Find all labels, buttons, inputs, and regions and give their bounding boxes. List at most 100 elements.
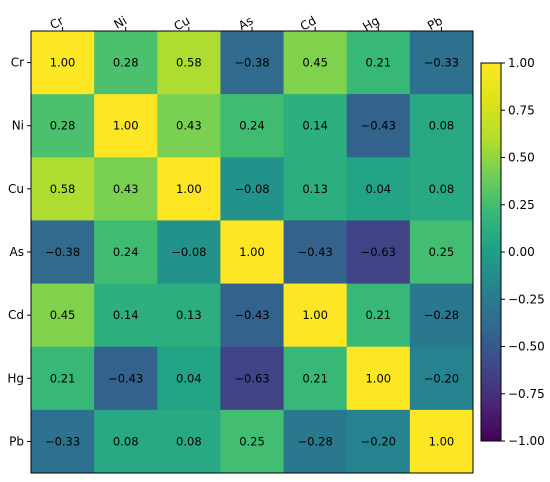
x-tick-label: Cr: [48, 13, 67, 32]
y-tick-label: Cu: [8, 182, 24, 196]
heatmap-cell: [283, 157, 348, 221]
heatmap-cell: [346, 157, 411, 221]
cell-value-label: −0.28: [298, 434, 333, 448]
heatmap-cell: [283, 220, 348, 285]
cell-value-label: −0.38: [234, 56, 269, 70]
cell-value-label: 1.00: [176, 182, 202, 196]
heatmap-cell: [409, 94, 474, 158]
heatmap-cell: [31, 346, 95, 411]
cell-value-label: 0.08: [429, 119, 455, 133]
cell-value-label: −0.63: [234, 371, 269, 385]
cell-value-label: 0.24: [113, 245, 139, 259]
heatmap-cell: [157, 220, 221, 285]
heatmap-cell: [283, 346, 348, 411]
heatmap-cell: [220, 283, 285, 348]
heatmap-cell: [31, 94, 95, 158]
cell-value-label: 0.45: [302, 56, 328, 70]
cell-value-label: −0.43: [234, 308, 269, 322]
cell-value-label: −0.43: [298, 245, 333, 259]
cell-value-label: 0.21: [365, 56, 391, 70]
cell-value-label: 0.28: [113, 56, 139, 70]
heatmap-cell: [409, 283, 474, 348]
cell-value-label: −0.38: [45, 245, 80, 259]
cell-value-label: 1.00: [239, 245, 265, 259]
x-tick-label: Cu: [172, 13, 193, 33]
cell-value-label: 0.45: [50, 308, 76, 322]
heatmap-cell: [283, 409, 348, 474]
cell-value-label: −0.33: [424, 56, 459, 70]
heatmap-cell: [157, 409, 221, 474]
heatmap-cell: [409, 31, 474, 95]
heatmap-cell: [220, 346, 285, 411]
heatmap-cell: [220, 409, 285, 474]
x-tick-label: Cd: [298, 13, 319, 33]
cell-value-label: 0.58: [50, 182, 76, 196]
colorbar-tick-label: −0.50: [508, 340, 545, 354]
cell-value-label: 0.08: [113, 434, 139, 448]
heatmap-cell: [409, 346, 474, 411]
y-tick-label: Ni: [12, 119, 24, 133]
x-tick-label: As: [236, 13, 256, 32]
cell-value-label: 0.04: [176, 371, 202, 385]
colorbar-tick-label: 1.00: [508, 56, 535, 70]
cell-value-label: 0.08: [429, 182, 455, 196]
colorbar-tick-label: −1.00: [508, 434, 545, 448]
cell-value-label: 0.28: [50, 119, 76, 133]
heatmap-cell: [94, 220, 158, 285]
heatmap-cell: [94, 346, 158, 411]
cell-value-label: 0.25: [429, 245, 455, 259]
cell-value-label: −0.33: [45, 434, 80, 448]
colorbar-tick-label: 0.00: [508, 245, 535, 259]
cell-value-label: −0.28: [424, 308, 459, 322]
heatmap-cell: [346, 220, 411, 285]
y-tick-label: Cd: [8, 308, 24, 322]
cell-value-label: −0.63: [361, 245, 396, 259]
cell-value-label: 0.21: [365, 308, 391, 322]
heatmap-cell: [157, 283, 221, 348]
cell-value-label: 0.13: [302, 182, 328, 196]
x-tick-label: Ni: [112, 13, 130, 31]
cell-value-label: −0.43: [361, 119, 396, 133]
cell-value-label: 0.21: [50, 371, 76, 385]
colorbar: 1.00 0.75 0.50 0.25 0.00 −0.25 −0.50 −0.75 −1.00: [480, 56, 545, 448]
y-tick-label: Cr: [11, 56, 24, 70]
heatmap-cell: [346, 346, 411, 411]
x-tick-label: Pb: [425, 13, 445, 33]
y-tick-label: Pb: [9, 434, 24, 448]
cell-value-label: −0.20: [424, 371, 459, 385]
y-tick-label: As: [10, 245, 24, 259]
heatmap-cell: [283, 283, 348, 348]
heatmap-cell: [220, 94, 285, 158]
heatmap-cell: [31, 409, 95, 474]
heatmap-cell: [157, 346, 221, 411]
heatmap-cell: [31, 31, 95, 95]
cell-value-label: −0.43: [108, 371, 143, 385]
cell-value-label: 0.58: [176, 56, 202, 70]
heatmap-cell: [31, 283, 95, 348]
cell-value-label: 1.00: [365, 371, 391, 385]
cell-value-label: 0.21: [302, 371, 328, 385]
cell-value-label: 0.25: [239, 434, 265, 448]
cell-value-label: 1.00: [113, 119, 139, 133]
heatmap-cell: [94, 31, 158, 95]
heatmap-cell: [346, 283, 411, 348]
colorbar-tick-label: −0.75: [508, 387, 545, 401]
cell-value-label: −0.20: [361, 434, 396, 448]
cell-value-label: 1.00: [302, 308, 328, 322]
heatmap-cell: [220, 31, 285, 95]
heatmap-cell: [94, 94, 158, 158]
cell-value-label: 1.00: [429, 434, 455, 448]
colorbar-tick-label: 0.75: [508, 103, 535, 117]
cell-value-label: 0.14: [113, 308, 139, 322]
heatmap-cell: [157, 31, 221, 95]
cell-value-label: 0.08: [176, 434, 202, 448]
cell-value-label: 0.43: [113, 182, 139, 196]
heatmap-cell: [220, 157, 285, 221]
heatmap-cell: [283, 94, 348, 158]
cell-value-label: 0.04: [365, 182, 391, 196]
cell-value-label: 0.13: [176, 308, 202, 322]
heatmap-cell: [31, 220, 95, 285]
heatmap-cells: 1.00 0.28 0.58 −0.38 0.45 0.21 −0.33 0.28 1.00 0.…: [31, 31, 474, 474]
heatmap-cell: [409, 220, 474, 285]
y-tick-label: Hg: [7, 371, 24, 385]
